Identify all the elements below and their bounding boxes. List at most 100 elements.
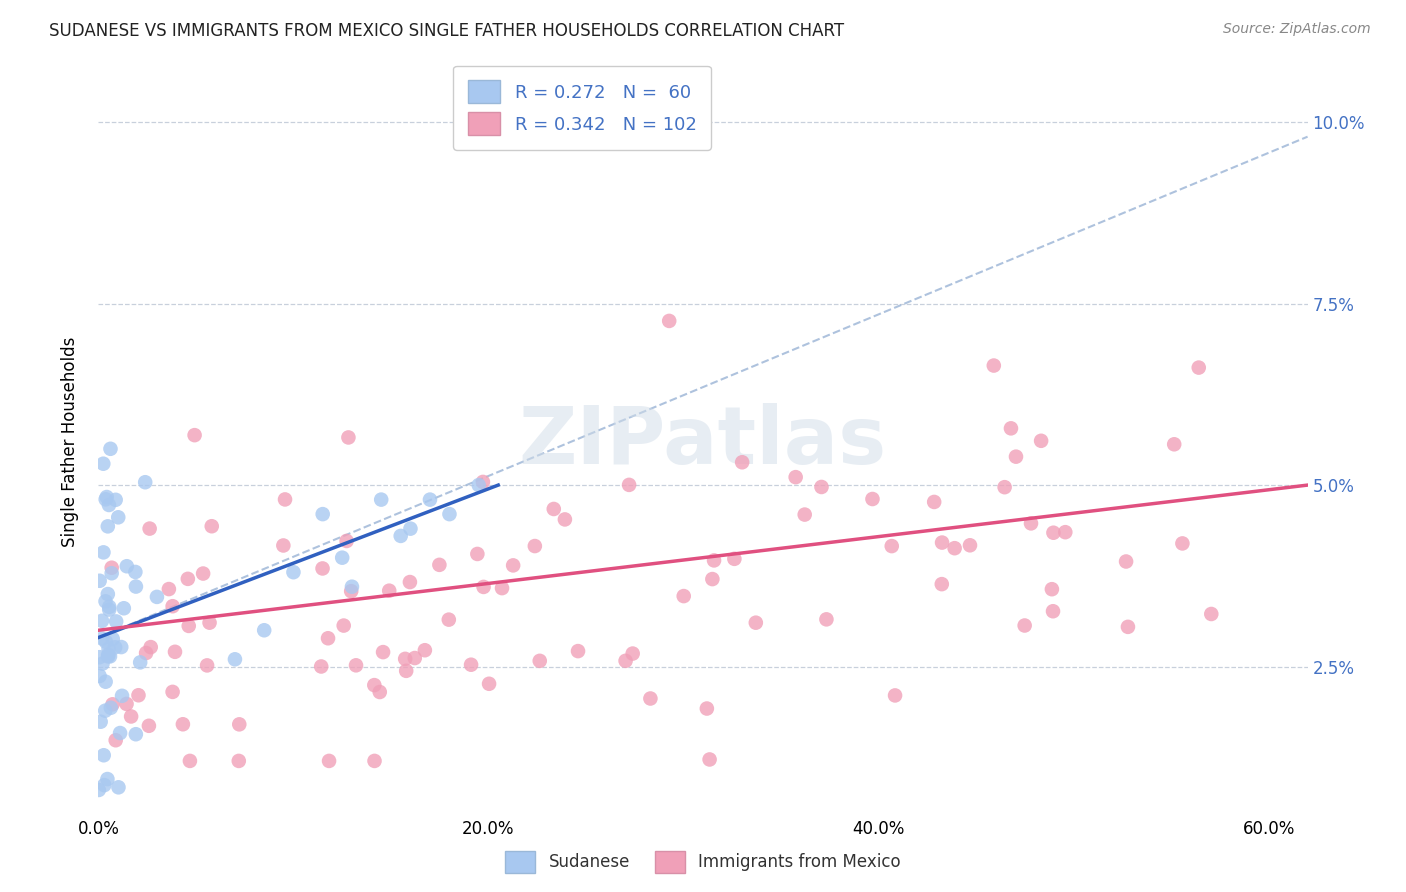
Point [363,678,385,692]
Point [107,780,129,795]
Point [344,658,367,673]
Point [115,697,138,711]
Point [163,645,186,659]
Point [201,519,224,533]
Point [97,641,120,656]
Point [98,599,121,614]
Point [309,659,332,673]
Point [97,498,120,512]
Point [104,733,127,747]
Point [785,470,807,484]
Point [89,574,111,588]
Point [1014,618,1036,632]
Point [983,359,1005,373]
Point [1040,582,1063,597]
Point [413,643,436,657]
Point [437,613,460,627]
Text: ZIPatlas: ZIPatlas [519,402,887,481]
Point [745,615,768,630]
Point [862,491,884,506]
Point [337,430,360,444]
Point [1019,516,1042,531]
Point [89,650,111,665]
Text: Source: ZipAtlas.com: Source: ZipAtlas.com [1223,22,1371,37]
Point [127,688,149,702]
Point [98,602,121,616]
Point [274,492,297,507]
Point [523,539,546,553]
Point [332,618,354,632]
Point [191,566,214,581]
Point [1029,434,1052,448]
Point [100,442,122,456]
Text: SUDANESE VS IMMIGRANTS FROM MEXICO SINGLE FATHER HOUSEHOLDS CORRELATION CHART: SUDANESE VS IMMIGRANTS FROM MEXICO SINGL… [49,22,845,40]
Point [371,645,394,659]
Point [93,748,115,763]
Point [195,658,218,673]
Point [311,561,333,575]
Point [370,492,392,507]
Point [104,492,127,507]
Point [702,572,724,586]
Point [125,727,148,741]
Point [931,535,953,549]
Legend: R = 0.272   N =  60, R = 0.342   N = 102: R = 0.272 N = 60, R = 0.342 N = 102 [453,66,711,150]
Point [368,685,391,699]
Point [96,772,118,786]
Point [162,599,184,614]
Point [104,640,127,655]
Point [336,533,359,548]
Point [363,754,385,768]
Point [472,580,495,594]
Point [94,634,117,648]
Point [179,754,201,768]
Point [1201,607,1223,621]
Point [94,674,117,689]
Point [943,541,966,556]
Point [100,566,122,581]
Point [389,529,412,543]
Point [1042,525,1064,540]
Point [529,654,551,668]
Point [467,547,489,561]
Point [129,656,152,670]
Point [101,698,124,712]
Point [378,583,401,598]
Point [621,647,644,661]
Point [101,632,124,646]
Point [198,615,221,630]
Point [723,551,745,566]
Point [183,428,205,442]
Point [146,590,169,604]
Point [91,614,114,628]
Point [931,577,953,591]
Point [97,648,120,662]
Point [110,640,132,654]
Point [108,726,131,740]
Point [617,478,640,492]
Point [97,519,120,533]
Point [90,714,112,729]
Point [224,652,246,666]
Point [399,522,422,536]
Point [696,701,718,715]
Point [810,480,832,494]
Point [394,652,416,666]
Point [93,778,115,792]
Point [567,644,589,658]
Point [96,490,118,504]
Point [87,783,110,797]
Point [157,582,180,596]
Point [658,314,681,328]
Point [1054,525,1077,540]
Point [253,624,276,638]
Point [340,584,363,599]
Point [815,612,838,626]
Point [177,572,200,586]
Point [1171,536,1194,550]
Point [125,580,148,594]
Point [922,495,945,509]
Point [439,507,461,521]
Point [429,558,451,572]
Point [98,649,121,664]
